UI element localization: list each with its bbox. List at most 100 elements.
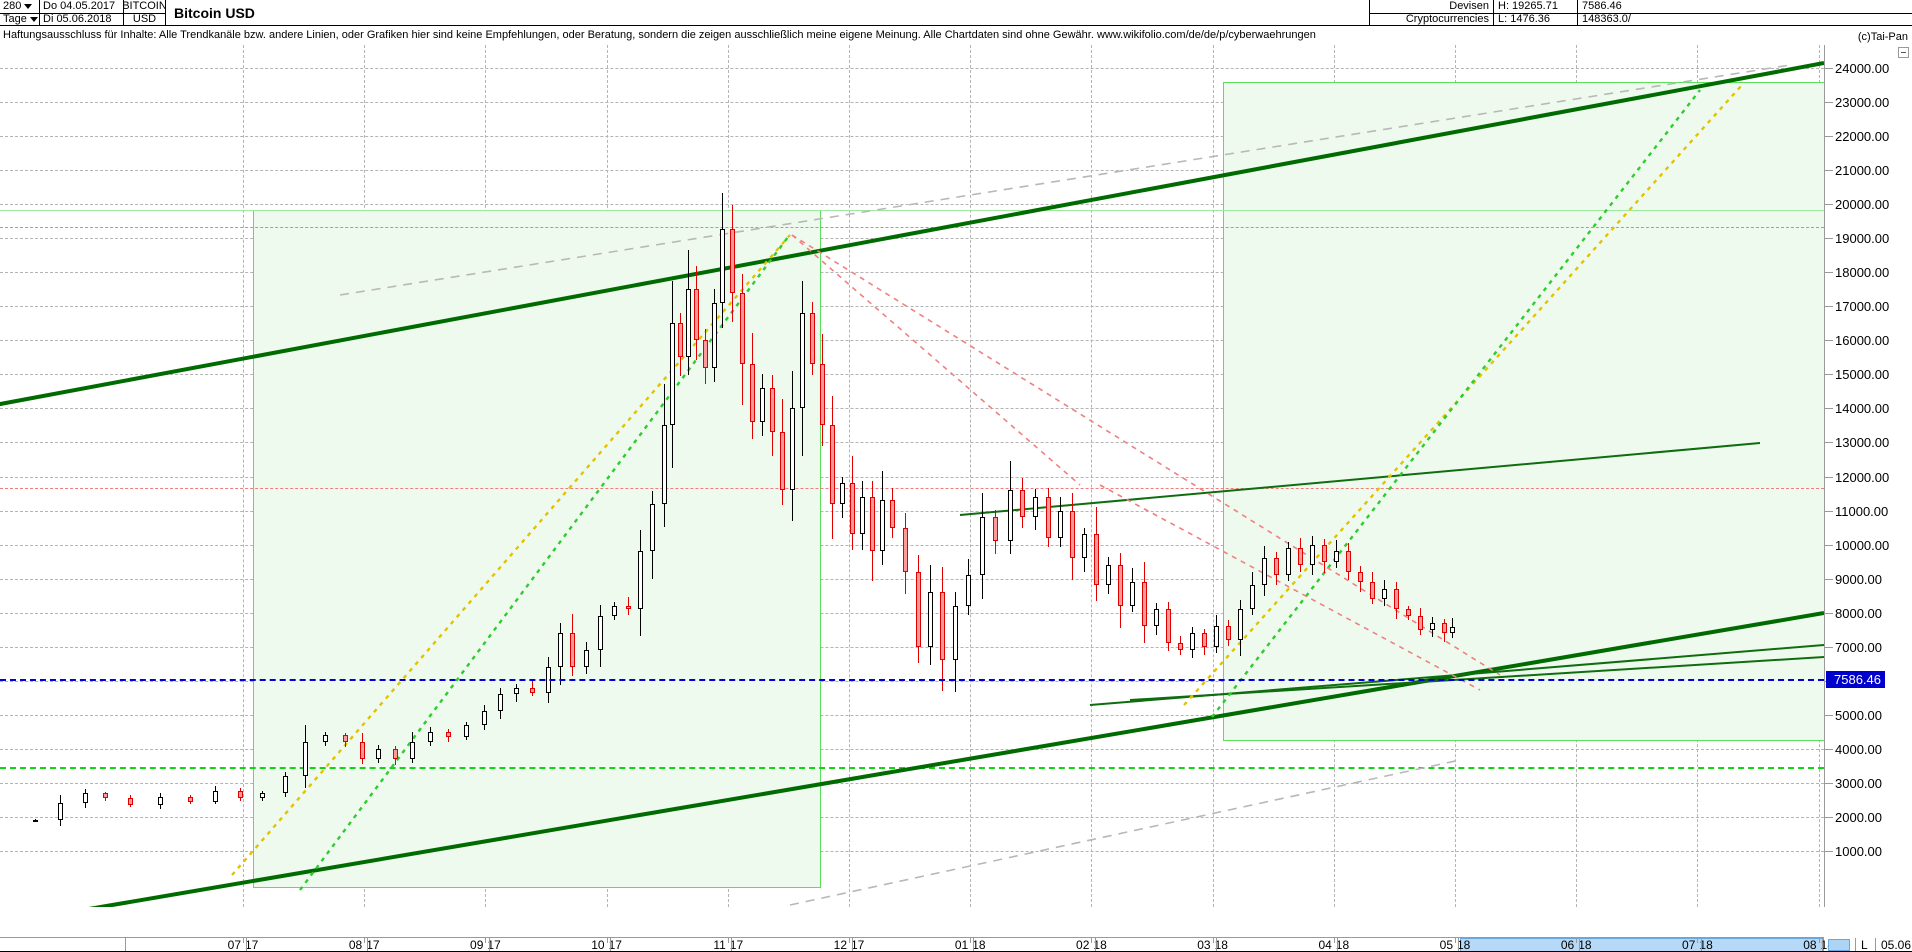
- candlestick-body: [903, 527, 908, 572]
- candlestick-body: [1214, 626, 1219, 647]
- candlestick: [966, 558, 971, 616]
- candlestick: [1166, 601, 1171, 651]
- period-selector[interactable]: 280 Tage: [0, 0, 40, 26]
- candlestick: [1358, 566, 1363, 593]
- candlestick-body: [638, 551, 643, 610]
- x-axis-year-label: 17: [851, 938, 865, 952]
- collapse-icon[interactable]: [1898, 47, 1909, 58]
- x-axis-label: 07: [125, 938, 243, 952]
- y-axis-label: 2000.00: [1835, 809, 1882, 825]
- chart-plot-area[interactable]: [0, 45, 1824, 907]
- symbol-cell[interactable]: BITCOIN USD: [124, 0, 166, 26]
- chevron-down-icon[interactable]: [29, 17, 38, 23]
- candlestick: [558, 622, 563, 686]
- candlestick-body: [570, 633, 575, 668]
- x-axis-tick: [1455, 937, 1456, 943]
- candlestick: [1190, 626, 1195, 658]
- candlestick-body: [980, 517, 985, 576]
- candlestick-body: [1033, 496, 1038, 518]
- candlestick: [1382, 580, 1387, 607]
- candlestick: [1046, 487, 1051, 547]
- x-axis-month: 07: [1682, 938, 1696, 952]
- candlestick-body: [558, 633, 563, 668]
- candlestick: [840, 476, 845, 519]
- x-axis-separator: [1458, 938, 1460, 952]
- candlestick: [283, 772, 288, 797]
- candlestick-body: [213, 791, 218, 802]
- mode-indicator[interactable]: L: [1855, 938, 1875, 952]
- x-axis-separator: [1337, 938, 1338, 952]
- candlestick-body: [730, 229, 735, 293]
- candlestick-body: [870, 496, 875, 552]
- candlestick-body: [760, 388, 765, 423]
- candlestick-body: [1394, 588, 1399, 610]
- candlestick-body: [850, 483, 855, 535]
- date-range-fields[interactable]: Do 04.05.2017 Di 05.06.2018: [40, 0, 124, 26]
- candlestick-body: [940, 592, 945, 661]
- candlestick-body: [1370, 582, 1375, 600]
- x-axis-separator: [1094, 938, 1096, 952]
- candlestick: [1262, 545, 1267, 596]
- y-axis-tick: [1825, 578, 1833, 580]
- x-axis-separator: [1579, 938, 1581, 952]
- candlestick-body: [1334, 551, 1339, 562]
- candlestick-body: [1046, 496, 1051, 538]
- candlestick-body: [712, 302, 717, 368]
- x-axis-separator: [1700, 938, 1702, 952]
- candlestick-body: [446, 731, 451, 737]
- candlestick-body: [1250, 585, 1255, 610]
- candlestick-body: [678, 323, 683, 358]
- candlestick-body: [1166, 609, 1171, 644]
- cursor-date: 05.06.18: [1875, 938, 1912, 952]
- x-axis-label: 03: [1094, 938, 1213, 952]
- candlestick: [790, 371, 795, 521]
- current-price-tag: 7586.46: [1826, 671, 1885, 688]
- x-axis-separator: [1821, 938, 1823, 952]
- chevron-down-icon[interactable]: [24, 3, 33, 9]
- y-axis-label: 17000.00: [1835, 299, 1890, 315]
- candlestick: [1154, 603, 1159, 635]
- candlestick: [750, 333, 755, 440]
- candlestick: [810, 301, 815, 376]
- x-axis-tick: [1576, 937, 1578, 943]
- axis-line: [0, 937, 1824, 938]
- x-axis-month: 08: [348, 938, 363, 952]
- candlestick: [903, 512, 908, 594]
- price-axis[interactable]: 24000.00 23000.00 22000.00 21000.00 20000.00…: [1824, 45, 1912, 907]
- x-axis-month: 01: [954, 938, 969, 952]
- category-group: Devisen: [1449, 0, 1489, 12]
- y-axis-tick: [1825, 102, 1833, 104]
- y-axis-tick: [1825, 340, 1833, 342]
- y-axis-tick: [1825, 748, 1833, 750]
- candlestick-body: [750, 364, 755, 423]
- candlestick: [830, 395, 835, 540]
- y-axis-label: 11000.00: [1835, 503, 1889, 519]
- candlestick: [712, 288, 717, 382]
- candlestick-body: [1118, 565, 1123, 606]
- x-axis-month: 03: [1197, 938, 1211, 952]
- candlestick-body: [103, 793, 108, 799]
- x-axis-month: 04: [1318, 938, 1332, 952]
- toolbar: 280 Tage Do 04.05.2017 Di 05.06.2018 BIT…: [0, 0, 1912, 26]
- candlestick-body: [790, 408, 795, 491]
- candlestick: [1202, 629, 1207, 656]
- candlestick-series: [0, 45, 1824, 907]
- candlestick: [128, 794, 133, 808]
- candlestick-body: [800, 313, 805, 409]
- high-value: H: 19265.71: [1498, 0, 1558, 12]
- candlestick: [993, 510, 998, 554]
- candlestick: [720, 192, 725, 328]
- candlestick-body: [1238, 609, 1243, 640]
- category-subgroup: Cryptocurrencies: [1405, 13, 1489, 26]
- candlestick-body: [464, 725, 469, 737]
- candlestick-body: [1346, 551, 1351, 572]
- candlestick-body: [740, 292, 745, 365]
- candlestick-body: [128, 798, 133, 806]
- candlestick-body: [482, 711, 487, 726]
- x-axis-tick: [1091, 937, 1093, 943]
- candlestick-body: [928, 592, 933, 647]
- time-axis[interactable]: 07 17 08 17 09 17 10 17 11 17 12 17 01 18 02 18 03 18 04 18…: [0, 907, 1912, 952]
- symbol-name: BITCOIN: [124, 0, 165, 12]
- y-axis-label: 14000.00: [1835, 401, 1890, 417]
- candlestick-body: [1322, 544, 1327, 562]
